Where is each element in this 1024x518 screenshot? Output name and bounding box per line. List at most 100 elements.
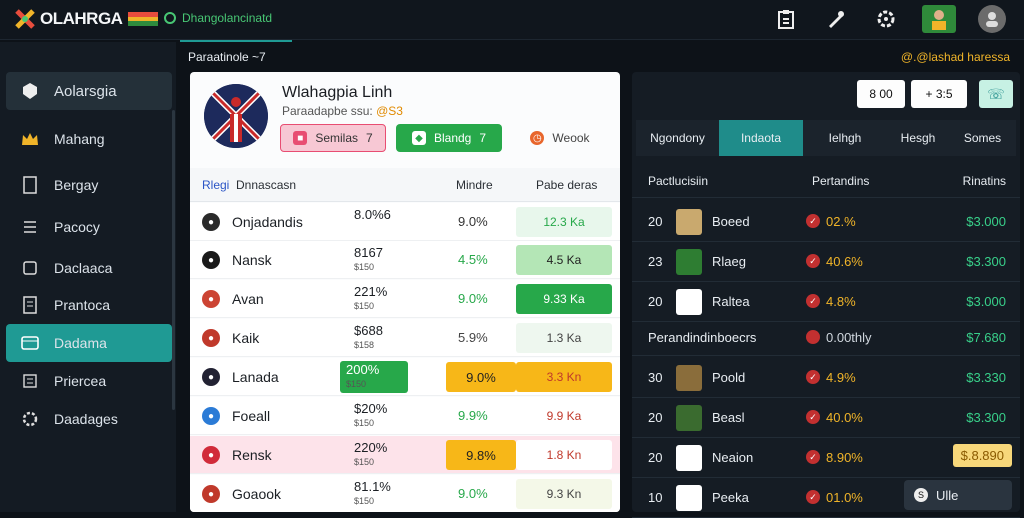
document-icon (20, 295, 40, 315)
whistle-icon[interactable] (822, 5, 850, 33)
table-row[interactable]: ● Kaik $688 $158 5.9% 1.3 Ka (190, 319, 620, 357)
table-row[interactable]: ● Nansk 8167 $150 4.5% 4.5 Ka (190, 241, 620, 279)
time-button[interactable]: 8 00 (857, 80, 905, 108)
team-icon: ● (202, 329, 220, 347)
column-header[interactable]: Pactlucisiin (648, 174, 709, 188)
file-icon (20, 258, 40, 278)
table-row[interactable]: ● Lanada 200% $150 9.0% 3.3 Kn (190, 358, 620, 396)
leaderboard-row[interactable]: 20 Neaion ✓ 8.90% $.8.890 (632, 438, 1020, 478)
leaderboard-panel: 8 00 + 3:5 ☏ Ngondony Indaota Ielhgh Hes… (632, 72, 1020, 518)
leaderboard-row[interactable]: 20 Raltea ✓ 4.8% $3.000 (632, 282, 1020, 322)
rank: 30 (648, 370, 663, 385)
team-icon: ● (202, 368, 220, 386)
team-icon: ● (202, 485, 220, 503)
check-icon: ✓ (806, 370, 820, 384)
footer-chip[interactable]: S Ulle (904, 480, 1012, 510)
tab-0[interactable]: Ngondony (650, 131, 705, 145)
team-subtitle-value: @S3 (376, 104, 403, 118)
player-percent: 4.8% (826, 294, 856, 309)
cell-value: 221% $150 (354, 283, 406, 315)
column-header[interactable]: Dnnascasn (236, 178, 297, 192)
clipboard-icon[interactable] (772, 5, 800, 33)
value-sub: $150 (354, 418, 375, 428)
sidebar-scrollbar[interactable] (172, 110, 175, 410)
sidebar-item-7[interactable]: Priercea (6, 362, 172, 400)
player-name: Rlaeg (712, 254, 746, 269)
leaderboard-row[interactable]: 30 Poold ✓ 4.9% $3.330 (632, 358, 1020, 398)
team-icon: ● (202, 251, 220, 269)
player-percent: 40.0% (826, 410, 863, 425)
check-icon: ✓ (806, 450, 820, 464)
table-row[interactable]: ● Avan 221% $150 9.0% 9.33 Ka (190, 280, 620, 318)
table-row[interactable]: ● Onjadandis 8.0%6 9.0% 12.3 Ka (190, 203, 620, 241)
tab-3[interactable]: Hesgh (900, 131, 936, 145)
sidebar-item-1[interactable]: Mahang (6, 120, 172, 158)
breadcrumb[interactable]: Paraatinole ~7 (188, 50, 266, 64)
cell-amount: 12.3 Ka (516, 207, 612, 237)
table-row[interactable]: ● Rensk 220% $150 9.8% 1.8 Kn (190, 436, 620, 474)
tagline-text: Dhangolancinatd (182, 11, 273, 25)
column-header[interactable]: Rinatins (962, 174, 1006, 188)
value-main: 220% (354, 440, 388, 455)
sidebar-item-8[interactable]: Daadages (6, 400, 172, 438)
add-time-button[interactable]: + 3:5 (911, 80, 967, 108)
sidebar-item-4[interactable]: Daclaaca (6, 249, 172, 287)
phone-button[interactable]: ☏ (979, 80, 1013, 108)
tab-1[interactable]: Indaota (719, 120, 803, 156)
sidebar-item-0[interactable]: Aolarsgia (6, 72, 172, 110)
cell-amount: 9.3 Kn (516, 479, 612, 509)
table-row[interactable]: ● Foeall $20% $150 9.9% 9.9 Ka (190, 397, 620, 435)
cell-amount: 9.33 Ka (516, 284, 612, 314)
coin-icon: S (914, 488, 928, 502)
column-header[interactable]: Pertandins (812, 174, 870, 188)
clock-icon: ◷ (530, 131, 545, 145)
filter-pill-semilas[interactable]: ■ Semilas 7 (280, 124, 386, 152)
sidebar-item-label: Daadages (54, 411, 118, 427)
square-icon: ■ (293, 131, 308, 145)
rank: 20 (648, 294, 663, 309)
column-header[interactable]: Pabe deras (536, 178, 598, 192)
value-main: 200% (346, 362, 380, 377)
sidebar-item-5[interactable]: Prantoca (6, 286, 172, 324)
value-sub: $150 (354, 457, 375, 467)
app-logo[interactable]: OLAHRGA (14, 8, 159, 30)
sidebar-item-6[interactable]: Dadama (6, 324, 172, 362)
player-name: Peeka (712, 490, 749, 505)
leaderboard-row[interactable]: 20 Beasl ✓ 40.0% $3.300 (632, 398, 1020, 438)
rank: 20 (648, 410, 663, 425)
settings-icon[interactable] (872, 5, 900, 33)
subheader-pct: 0.00thly (826, 330, 872, 345)
header-status[interactable]: @.@lashad haressa (900, 50, 1010, 64)
user-avatar[interactable] (978, 5, 1006, 33)
team-name: Avan (232, 291, 264, 307)
player-name: Poold (712, 370, 746, 385)
filter-pill-weook[interactable]: ◷ Weook (520, 124, 600, 152)
sidebar-item-3[interactable]: Pacocy (6, 208, 172, 246)
filter-pill-blandg[interactable]: ◆ Blandg 7 (396, 124, 502, 152)
team-name: Kaik (232, 330, 260, 346)
player-prize: $3.300 (966, 254, 1006, 269)
team-icon: ● (202, 446, 220, 464)
value-sub: $158 (354, 340, 375, 350)
column-header[interactable]: Mindre (456, 178, 493, 192)
board-subheader: Perandindinboecrs 0.00thly $7.680 (632, 318, 1020, 356)
table-row[interactable]: ● Goaook 81.1% $150 9.0% 9.3 Kn (190, 475, 620, 512)
team-name: Goaook (232, 486, 282, 502)
leaderboard-row[interactable]: 20 Boeed ✓ 02.% $3.000 (632, 202, 1020, 242)
player-percent: 4.9% (826, 370, 856, 385)
leaderboard-row[interactable]: 23 Rlaeg ✓ 40.6% $3.300 (632, 242, 1020, 282)
tab-4[interactable]: Somes (963, 131, 1002, 145)
flag-avatar[interactable] (922, 5, 956, 33)
tab-2[interactable]: Ielhgh (828, 131, 862, 145)
shield-icon (20, 81, 40, 101)
list-icon (20, 371, 40, 391)
sidebar-item-2[interactable]: Bergay (6, 166, 172, 204)
column-header[interactable]: Rlegi (202, 178, 230, 192)
value-sub: $150 (346, 379, 367, 389)
breadcrumb-underline (180, 40, 292, 42)
status-dot-icon (164, 12, 176, 24)
cell-value: $688 $158 (354, 322, 406, 354)
value-main: 81.1% (354, 479, 391, 494)
sidebar-item-label: Pacocy (54, 219, 100, 235)
player-name: Beasl (712, 410, 745, 425)
